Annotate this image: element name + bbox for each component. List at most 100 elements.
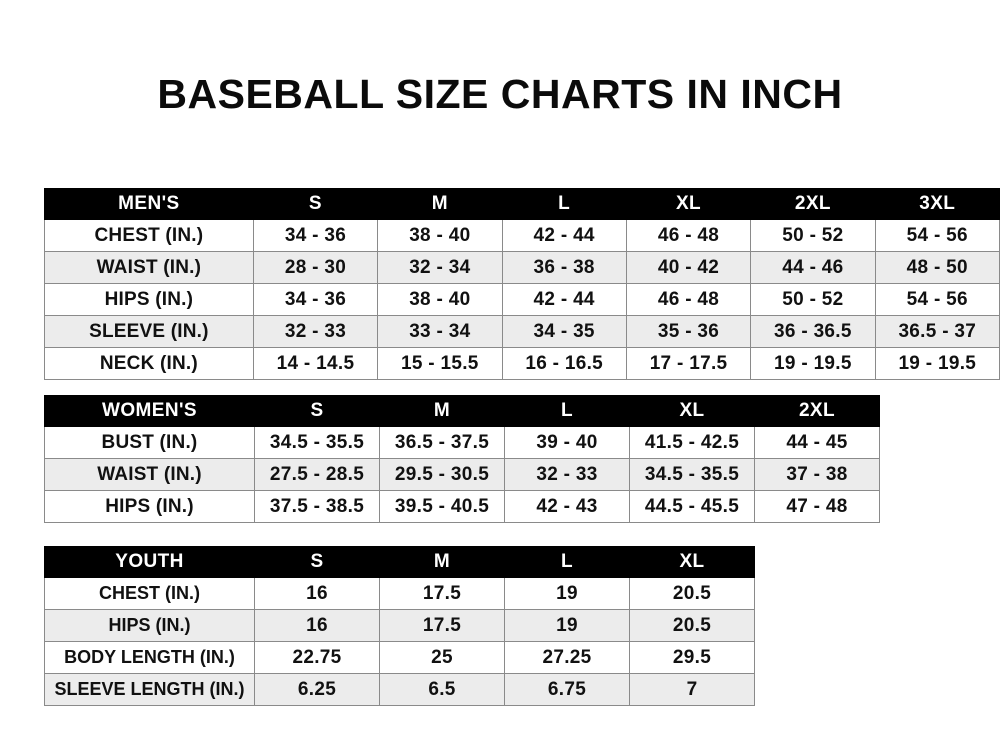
cell-value: 47 - 48	[754, 490, 880, 523]
page-title: BASEBALL SIZE CHARTS IN INCH	[157, 71, 843, 117]
cell-value: 17 - 17.5	[625, 347, 752, 380]
cell-value: 36 - 36.5	[750, 315, 876, 348]
womens-header-l: L	[504, 395, 630, 427]
youth-header-l: L	[504, 546, 630, 578]
cell-value: 7	[629, 673, 755, 706]
cell-value: 42 - 44	[501, 283, 627, 316]
cell-value: 19	[504, 577, 630, 610]
cell-value: 29.5	[629, 641, 755, 674]
row-label: BUST (IN.)	[44, 426, 255, 459]
table-row: BUST (IN.) 34.5 - 35.5 36.5 - 37.5 39 - …	[44, 426, 880, 459]
womens-header-s: S	[254, 395, 380, 427]
youth-header-xl: XL	[629, 546, 755, 578]
cell-value: 36.5 - 37.5	[379, 426, 505, 459]
cell-value: 42 - 43	[504, 490, 630, 523]
cell-value: 39.5 - 40.5	[379, 490, 505, 523]
table-row: HIPS (IN.) 34 - 36 38 - 40 42 - 44 46 - …	[44, 283, 1000, 316]
cell-value: 15 - 15.5	[377, 347, 503, 380]
womens-header-m: M	[379, 395, 505, 427]
mens-size-table: MEN'S S M L XL 2XL 3XL CHEST (IN.) 34 - …	[44, 188, 1000, 380]
cell-value: 44 - 45	[754, 426, 880, 459]
cell-value: 27.25	[504, 641, 630, 674]
cell-value: 38 - 40	[377, 283, 503, 316]
row-label: SLEEVE (IN.)	[44, 315, 254, 348]
cell-value: 32 - 33	[504, 458, 630, 491]
table-row: WAIST (IN.) 28 - 30 32 - 34 36 - 38 40 -…	[44, 251, 1000, 284]
womens-header-2xl: 2XL	[754, 395, 880, 427]
cell-value: 32 - 33	[252, 315, 379, 348]
row-label: NECK (IN.)	[44, 347, 254, 380]
cell-value: 22.75	[254, 641, 380, 674]
cell-value: 34 - 36	[252, 219, 379, 252]
table-row: SLEEVE LENGTH (IN.) 6.25 6.5 6.75 7	[44, 673, 755, 706]
youth-header-m: M	[379, 546, 505, 578]
cell-value: 17.5	[379, 609, 505, 642]
row-label: WAIST (IN.)	[44, 458, 255, 491]
cell-value: 46 - 48	[625, 219, 752, 252]
cell-value: 28 - 30	[252, 251, 379, 284]
youth-header-category: YOUTH	[44, 546, 255, 578]
cell-value: 38 - 40	[377, 219, 503, 252]
cell-value: 33 - 34	[377, 315, 503, 348]
table-row: CHEST (IN.) 34 - 36 38 - 40 42 - 44 46 -…	[44, 219, 1000, 252]
row-label: HIPS (IN.)	[44, 490, 255, 523]
cell-value: 44.5 - 45.5	[629, 490, 755, 523]
womens-table-header: WOMEN'S S M L XL 2XL	[44, 395, 880, 427]
cell-value: 36.5 - 37	[874, 315, 1000, 348]
table-row: WAIST (IN.) 27.5 - 28.5 29.5 - 30.5 32 -…	[44, 458, 880, 491]
table-header-row: YOUTH S M L XL	[44, 546, 755, 578]
cell-value: 37 - 38	[754, 458, 880, 491]
row-label: HIPS (IN.)	[44, 283, 254, 316]
cell-value: 34.5 - 35.5	[254, 426, 380, 459]
cell-value: 44 - 46	[750, 251, 876, 284]
cell-value: 16 - 16.5	[501, 347, 627, 380]
cell-value: 6.75	[504, 673, 630, 706]
table-row: NECK (IN.) 14 - 14.5 15 - 15.5 16 - 16.5…	[44, 347, 1000, 380]
mens-header-m: M	[377, 188, 503, 220]
cell-value: 14 - 14.5	[252, 347, 379, 380]
row-label: WAIST (IN.)	[44, 251, 254, 284]
cell-value: 20.5	[629, 609, 755, 642]
cell-value: 37.5 - 38.5	[254, 490, 380, 523]
table-row: BODY LENGTH (IN.) 22.75 25 27.25 29.5	[44, 641, 755, 674]
row-label: BODY LENGTH (IN.)	[44, 641, 255, 674]
table-row: HIPS (IN.) 16 17.5 19 20.5	[44, 609, 755, 642]
cell-value: 25	[379, 641, 505, 674]
cell-value: 16	[254, 609, 380, 642]
womens-header-xl: XL	[629, 395, 755, 427]
cell-value: 41.5 - 42.5	[629, 426, 755, 459]
cell-value: 17.5	[379, 577, 505, 610]
mens-header-l: L	[501, 188, 627, 220]
cell-value: 19 - 19.5	[750, 347, 876, 380]
cell-value: 48 - 50	[874, 251, 1000, 284]
mens-table-header: MEN'S S M L XL 2XL 3XL	[44, 188, 1000, 220]
cell-value: 29.5 - 30.5	[379, 458, 505, 491]
cell-value: 19 - 19.5	[874, 347, 1000, 380]
table-row: HIPS (IN.) 37.5 - 38.5 39.5 - 40.5 42 - …	[44, 490, 880, 523]
cell-value: 36 - 38	[501, 251, 627, 284]
table-header-row: MEN'S S M L XL 2XL 3XL	[44, 188, 1000, 220]
table-row: CHEST (IN.) 16 17.5 19 20.5	[44, 577, 755, 610]
mens-header-xl: XL	[625, 188, 752, 220]
youth-size-table: YOUTH S M L XL CHEST (IN.) 16 17.5 19 20…	[44, 546, 755, 706]
cell-value: 32 - 34	[377, 251, 503, 284]
cell-value: 46 - 48	[625, 283, 752, 316]
cell-value: 6.25	[254, 673, 380, 706]
mens-table-body: CHEST (IN.) 34 - 36 38 - 40 42 - 44 46 -…	[44, 219, 1000, 380]
cell-value: 40 - 42	[625, 251, 752, 284]
cell-value: 20.5	[629, 577, 755, 610]
cell-value: 54 - 56	[874, 283, 1000, 316]
cell-value: 35 - 36	[625, 315, 752, 348]
table-row: SLEEVE (IN.) 32 - 33 33 - 34 34 - 35 35 …	[44, 315, 1000, 348]
youth-table-header: YOUTH S M L XL	[44, 546, 755, 578]
youth-header-s: S	[254, 546, 380, 578]
cell-value: 19	[504, 609, 630, 642]
womens-header-category: WOMEN'S	[44, 395, 255, 427]
cell-value: 42 - 44	[501, 219, 627, 252]
womens-size-table: WOMEN'S S M L XL 2XL BUST (IN.) 34.5 - 3…	[44, 395, 880, 523]
row-label: CHEST (IN.)	[44, 219, 254, 252]
row-label: HIPS (IN.)	[44, 609, 255, 642]
mens-header-category: MEN'S	[44, 188, 254, 220]
row-label: CHEST (IN.)	[44, 577, 255, 610]
